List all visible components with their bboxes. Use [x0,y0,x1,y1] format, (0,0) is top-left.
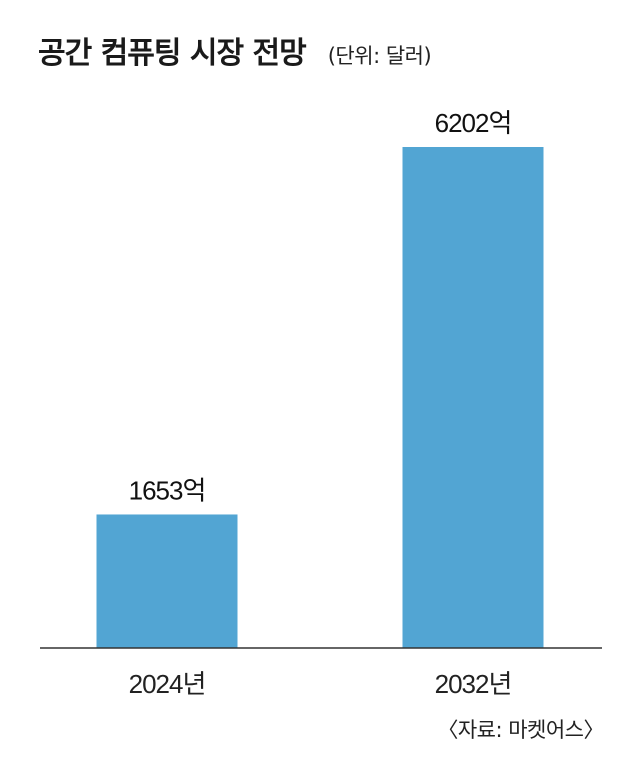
x-tick-label: 2032년 [435,669,512,699]
bar-value-label: 6202억 [435,108,512,138]
chart-title: 공간 컴퓨팅 시장 전망 [38,36,307,71]
bar-2024년 [96,514,238,648]
bar-value-label: 1653억 [129,475,206,505]
bar-2032년 [402,147,544,648]
x-tick-label: 2024년 [129,669,206,699]
title-row: 공간 컴퓨팅 시장 전망 (단위: 달러) [38,28,432,72]
unit-note: (단위: 달러) [327,44,432,68]
source-note: 〈자료: 마켓어스〉 [437,718,604,742]
